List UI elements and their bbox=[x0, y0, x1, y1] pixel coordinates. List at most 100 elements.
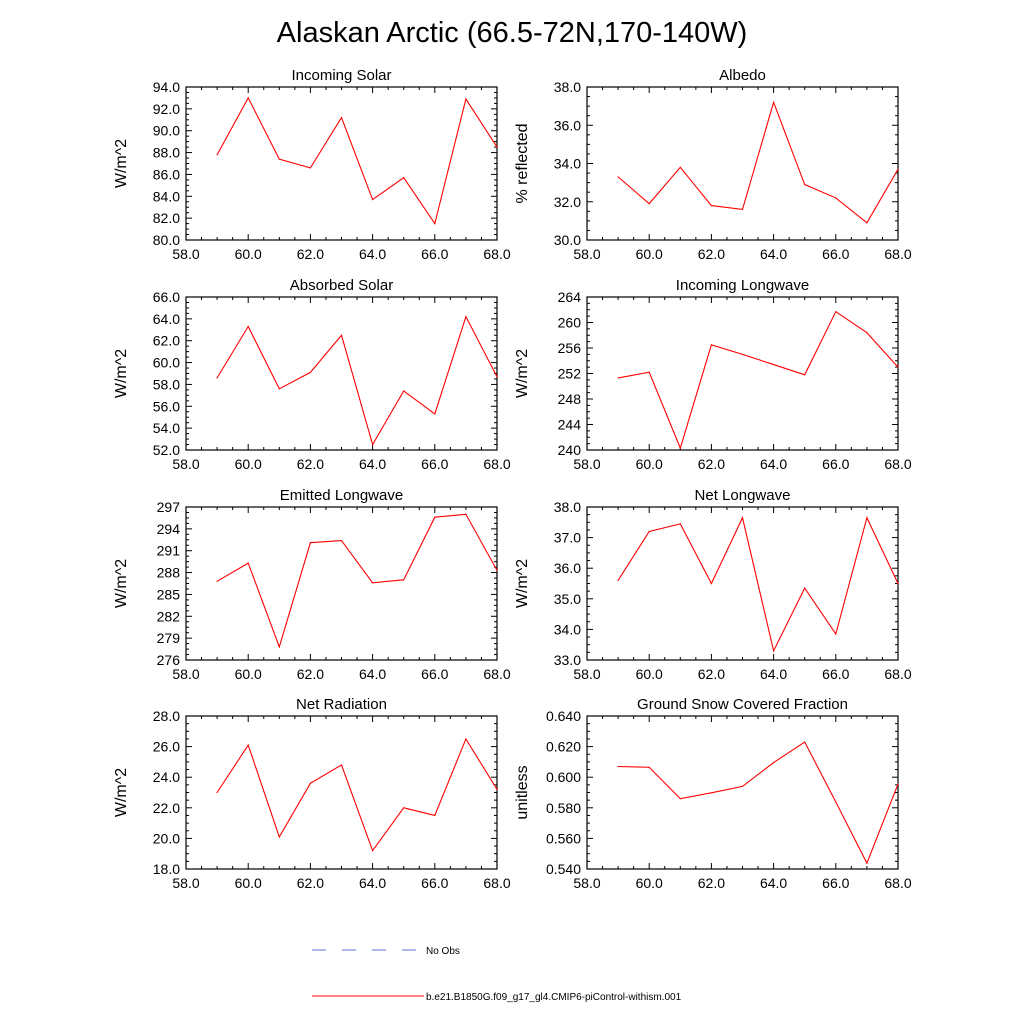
data-point bbox=[496, 376, 498, 378]
data-point bbox=[340, 539, 343, 542]
data-point bbox=[372, 198, 374, 201]
x-tick-label: 62.0 bbox=[698, 875, 725, 891]
data-point bbox=[247, 562, 249, 564]
data-point bbox=[648, 371, 650, 373]
y-tick-label: 35.0 bbox=[554, 591, 581, 607]
x-tick-label: 64.0 bbox=[359, 666, 386, 682]
y-tick-label: 288 bbox=[157, 565, 181, 581]
y-tick-label: 264 bbox=[558, 289, 582, 305]
y-tick-label: 244 bbox=[558, 417, 582, 433]
y-tick-label: 285 bbox=[157, 586, 181, 602]
y-tick-label: 66.0 bbox=[153, 289, 180, 305]
series-line bbox=[617, 100, 899, 224]
y-tick-label: 20.0 bbox=[153, 830, 180, 846]
x-tick-label: 62.0 bbox=[297, 456, 324, 472]
y-tick-label: 64.0 bbox=[153, 311, 180, 327]
data-point bbox=[897, 168, 899, 170]
figure-title: Alaskan Arctic (66.5-72N,170-140W) bbox=[277, 17, 748, 49]
y-tick-label: 0.580 bbox=[546, 800, 581, 816]
data-point bbox=[278, 158, 280, 160]
plot-frame bbox=[185, 715, 498, 870]
x-tick-label: 58.0 bbox=[573, 246, 600, 262]
panel-2: Absorbed Solar W/m^2 58.0 60.0 62.0 64.0 66.0 6… bbox=[113, 277, 511, 472]
y-tick-label: 54.0 bbox=[153, 420, 180, 436]
data-point bbox=[773, 363, 775, 366]
data-point bbox=[403, 390, 405, 392]
data-point bbox=[617, 765, 619, 768]
x-tick-label: 66.0 bbox=[822, 875, 849, 891]
x-tick-label: 62.0 bbox=[297, 875, 324, 891]
x-tick-label: 68.0 bbox=[483, 666, 510, 682]
y-axis-label: % reflected bbox=[514, 123, 531, 203]
panel-5: Net Longwave W/m^2 58.0 60.0 62.0 64.0 66.0 68.… bbox=[514, 487, 912, 682]
data-point bbox=[465, 98, 467, 100]
x-tick-label: 60.0 bbox=[636, 666, 663, 682]
x-tick-label: 68.0 bbox=[483, 246, 510, 262]
x-tick-label: 60.0 bbox=[636, 246, 663, 262]
data-point bbox=[278, 388, 280, 390]
panel-title: Absorbed Solar bbox=[290, 277, 393, 294]
y-tick-label: 33.0 bbox=[554, 652, 581, 668]
data-point bbox=[216, 791, 218, 794]
y-axis-label: unitless bbox=[514, 765, 531, 819]
x-tick-label: 66.0 bbox=[822, 666, 849, 682]
data-point bbox=[835, 801, 837, 803]
y-tick-label: 94.0 bbox=[153, 79, 180, 95]
data-point bbox=[741, 353, 744, 355]
y-tick-label: 276 bbox=[157, 652, 181, 668]
x-tick-label: 58.0 bbox=[172, 246, 199, 262]
x-tick-label: 62.0 bbox=[698, 666, 725, 682]
data-point bbox=[773, 761, 775, 764]
data-point bbox=[434, 223, 436, 225]
y-tick-label: 37.0 bbox=[554, 530, 581, 546]
y-tick-label: 30.0 bbox=[554, 232, 581, 248]
data-point bbox=[710, 204, 713, 207]
y-tick-label: 291 bbox=[157, 543, 181, 559]
y-tick-label: 282 bbox=[157, 608, 181, 624]
series-line bbox=[618, 741, 899, 865]
y-tick-label: 38.0 bbox=[554, 79, 581, 95]
x-tick-label: 58.0 bbox=[573, 456, 600, 472]
y-tick-label: 58.0 bbox=[153, 376, 180, 392]
data-point bbox=[247, 97, 249, 99]
y-tick-label: 294 bbox=[157, 521, 181, 537]
y-tick-label: 62.0 bbox=[153, 333, 180, 349]
y-tick-label: 26.0 bbox=[153, 739, 180, 755]
x-tick-label: 68.0 bbox=[483, 875, 510, 891]
x-tick-label: 60.0 bbox=[636, 456, 663, 472]
y-tick-label: 297 bbox=[157, 499, 181, 515]
data-point bbox=[866, 332, 868, 334]
x-tick-label: 68.0 bbox=[884, 456, 911, 472]
x-tick-label: 62.0 bbox=[698, 456, 725, 472]
data-point bbox=[465, 316, 467, 318]
series-line bbox=[618, 310, 899, 450]
legend: No Obs b.e21.B1850G.f09_g17_gl4.CMIP6-piC… bbox=[312, 946, 682, 1003]
y-tick-label: 28.0 bbox=[153, 708, 180, 724]
x-tick-label: 64.0 bbox=[359, 246, 386, 262]
data-point bbox=[804, 741, 806, 743]
series-line bbox=[216, 737, 498, 852]
y-tick-label: 0.640 bbox=[546, 708, 581, 724]
data-point bbox=[340, 334, 343, 336]
y-tick-label: 248 bbox=[558, 391, 582, 407]
x-tick-label: 66.0 bbox=[421, 456, 448, 472]
y-tick-label: 34.0 bbox=[554, 156, 581, 172]
data-point bbox=[309, 167, 311, 169]
x-tick-label: 60.0 bbox=[235, 246, 262, 262]
plot-frame bbox=[185, 506, 498, 661]
y-tick-label: 0.560 bbox=[546, 830, 581, 846]
data-point bbox=[804, 183, 806, 186]
panel-title: Albedo bbox=[719, 67, 766, 84]
data-point bbox=[710, 582, 713, 585]
series-line bbox=[216, 513, 498, 649]
series-line bbox=[617, 516, 899, 653]
data-point bbox=[835, 633, 837, 635]
data-point bbox=[773, 101, 775, 103]
y-tick-label: 24.0 bbox=[153, 769, 180, 785]
data-point bbox=[247, 325, 249, 328]
y-tick-label: 80.0 bbox=[153, 232, 180, 248]
y-tick-label: 22.0 bbox=[153, 800, 180, 816]
y-tick-label: 0.620 bbox=[546, 739, 581, 755]
x-tick-label: 64.0 bbox=[359, 875, 386, 891]
y-tick-label: 92.0 bbox=[153, 101, 180, 117]
